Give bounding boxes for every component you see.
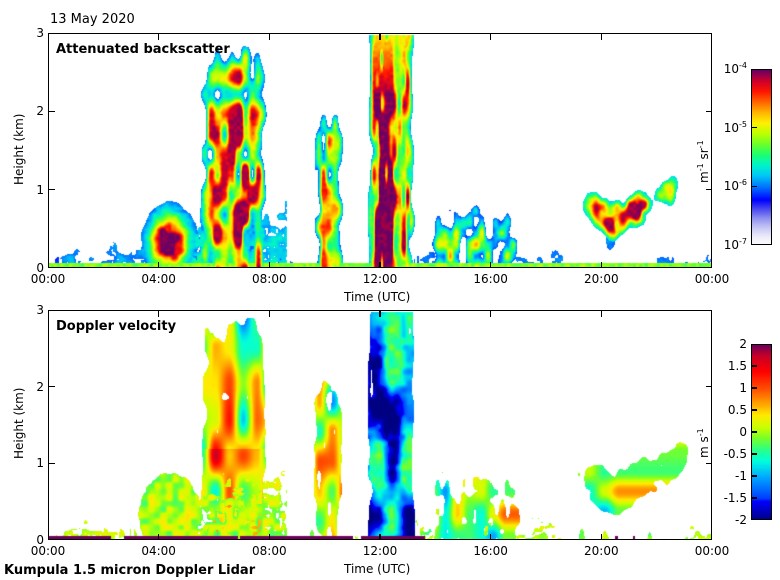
ytick-label: 0 <box>36 261 44 275</box>
colorbar-tick-label: 10-5 <box>723 119 747 135</box>
xtick-bottom <box>158 533 160 540</box>
ytick-left <box>49 386 56 388</box>
figure-footer-caption: Kumpula 1.5 micron Doppler Lidar <box>4 563 256 578</box>
colorbar-tick-label: -1 <box>735 469 747 483</box>
ytick-label: 0 <box>36 533 44 547</box>
panel-attenuated-backscatter <box>48 33 712 268</box>
xtick-top <box>268 311 270 318</box>
panel-title-velocity: Doppler velocity <box>56 319 177 334</box>
xtick-bottom <box>268 533 270 540</box>
xtick-label: 16:00 <box>473 544 508 558</box>
xtick-top <box>490 311 492 318</box>
backscatter-heatmap <box>49 34 711 267</box>
colorbar-tick-label: -0.5 <box>723 447 747 461</box>
velocity-heatmap <box>49 311 711 539</box>
xtick-label: 08:00 <box>252 544 287 558</box>
xaxis-title: Time (UTC) <box>344 290 411 304</box>
xtick-label: 16:00 <box>473 272 508 286</box>
xtick-top <box>158 34 160 41</box>
xtick-top <box>600 34 602 41</box>
colorbar-tick <box>752 387 758 389</box>
date-label: 13 May 2020 <box>50 12 135 27</box>
xtick-bottom <box>490 533 492 540</box>
colorbar-tick <box>752 185 758 187</box>
xtick-label: 00:00 <box>30 272 66 286</box>
xtick-label: 12:00 <box>362 272 398 286</box>
colorbar-tick <box>752 453 758 455</box>
xtick-label: 04:00 <box>141 272 176 286</box>
ytick-right <box>705 110 712 112</box>
xtick-label: 00:00 <box>694 544 730 558</box>
ytick-label: 3 <box>36 26 44 40</box>
xtick-label: 00:00 <box>30 544 66 558</box>
xtick-label: 08:00 <box>252 272 287 286</box>
colorbar-tick <box>752 475 758 477</box>
xtick-bottom <box>490 261 492 268</box>
colorbar-tick-label: 10-7 <box>723 237 747 253</box>
colorbar-backscatter <box>751 69 772 245</box>
xtick-bottom <box>600 261 602 268</box>
yaxis-title: Height (km) <box>12 113 26 185</box>
xtick-label: 20:00 <box>584 544 619 558</box>
ytick-label: 3 <box>36 303 44 317</box>
ytick-right <box>705 386 712 388</box>
ytick-right <box>705 189 712 191</box>
xtick-label: 04:00 <box>141 544 176 558</box>
colorbar-tick-label: -1.5 <box>723 491 747 505</box>
colorbar-tick <box>752 365 758 367</box>
colorbar-tick-label: 2 <box>739 337 747 351</box>
ytick-left <box>49 110 56 112</box>
ytick-label: 2 <box>36 104 44 119</box>
xtick-top <box>490 34 492 41</box>
xtick-label: 12:00 <box>362 544 398 558</box>
ytick-right <box>705 462 712 464</box>
colorbar-tick-label: -2 <box>735 513 747 527</box>
yaxis-title: Height (km) <box>12 387 26 459</box>
xtick-top <box>379 34 381 41</box>
ytick-label: 1 <box>36 182 44 197</box>
colorbar-tick-label: 0.5 <box>727 403 747 417</box>
xtick-top <box>600 311 602 318</box>
xtick-top <box>379 311 381 318</box>
panel-doppler-velocity <box>48 310 712 540</box>
ytick-label: 1 <box>36 456 44 471</box>
colorbar-tick-label: 1.5 <box>727 359 747 373</box>
colorbar-tick-label: 0 <box>739 425 747 439</box>
xtick-bottom <box>379 533 381 540</box>
colorbar-unit-label: m-1 sr-1 <box>696 140 711 183</box>
panel-title-backscatter: Attenuated backscatter <box>56 42 230 57</box>
colorbar-tick-label: 10-6 <box>723 178 747 194</box>
xtick-bottom <box>600 533 602 540</box>
colorbar-tick <box>752 409 758 411</box>
ytick-label: 2 <box>36 379 44 394</box>
colorbar-tick-label: 1 <box>739 381 747 395</box>
xtick-label: 20:00 <box>584 272 619 286</box>
xtick-top <box>268 34 270 41</box>
colorbar-unit-label: m s-1 <box>696 428 711 458</box>
xtick-bottom <box>379 261 381 268</box>
ytick-left <box>49 189 56 191</box>
ytick-left <box>49 462 56 464</box>
xaxis-title: Time (UTC) <box>344 562 411 576</box>
xtick-bottom <box>158 261 160 268</box>
colorbar-backscatter-gradient <box>752 70 771 244</box>
colorbar-tick-label: 10-4 <box>723 61 747 77</box>
colorbar-tick <box>752 431 758 433</box>
xtick-top <box>158 311 160 318</box>
xtick-bottom <box>268 261 270 268</box>
xtick-label: 00:00 <box>694 272 730 286</box>
colorbar-tick <box>752 127 758 129</box>
colorbar-tick <box>752 497 758 499</box>
